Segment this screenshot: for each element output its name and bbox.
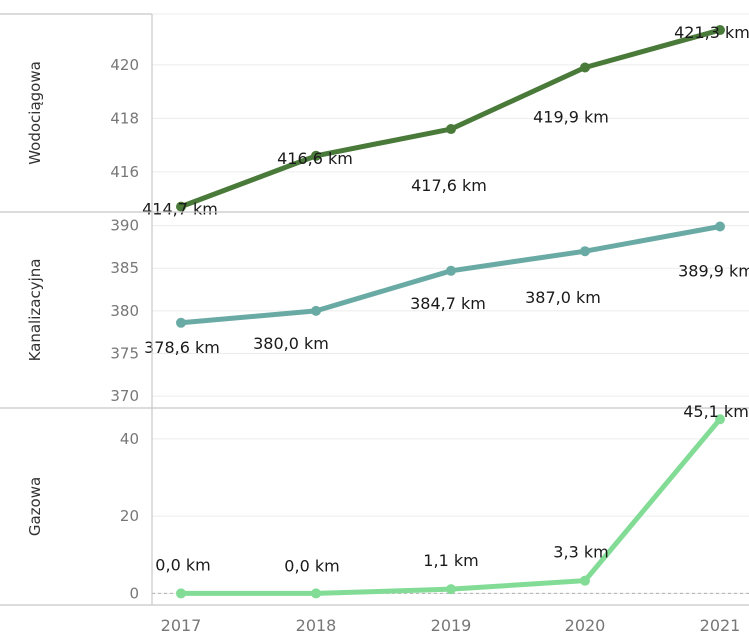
data-label: 45,1 km bbox=[683, 402, 749, 421]
y-tick-label: 380 bbox=[110, 302, 139, 320]
data-point bbox=[715, 25, 725, 36]
x-tick-label: 2017 bbox=[161, 616, 202, 635]
x-tick-label: 2018 bbox=[296, 616, 337, 635]
data-point bbox=[580, 575, 590, 586]
data-label: 417,6 km bbox=[411, 176, 487, 195]
data-label: 421,3 km bbox=[674, 23, 749, 42]
data-label: 1,1 km bbox=[423, 551, 478, 570]
panel-3: 0 20 40 Gazowa 0,0 km 0,0 km 1,1 km 3,3 km 45,1 … bbox=[0, 402, 749, 606]
data-point bbox=[176, 201, 186, 212]
data-point bbox=[311, 150, 321, 161]
data-label: 380,0 km bbox=[253, 334, 329, 353]
y-tick-label: 20 bbox=[120, 507, 139, 525]
data-label: 414,7 km bbox=[142, 200, 218, 219]
y-tick-label: 416 bbox=[110, 163, 139, 181]
panel-label: Wodociągowa bbox=[26, 61, 44, 165]
x-tick-label: 2020 bbox=[565, 616, 606, 635]
data-point bbox=[446, 265, 456, 276]
x-tick-label: 2019 bbox=[431, 616, 472, 635]
data-label: 387,0 km bbox=[525, 288, 601, 307]
data-label: 3,3 km bbox=[553, 543, 608, 562]
panel-label: Kanalizacyjna bbox=[26, 259, 44, 362]
data-label: 389,9 km bbox=[678, 261, 749, 280]
data-label: 0,0 km bbox=[155, 555, 210, 574]
panel-2: 370 375 380 385 390 Kanalizacyjna 378,6 km 380,… bbox=[0, 217, 749, 409]
data-label: 419,9 km bbox=[533, 108, 609, 127]
data-label: 0,0 km bbox=[284, 556, 339, 575]
data-point bbox=[715, 414, 725, 425]
y-tick-label: 40 bbox=[120, 430, 139, 448]
data-point bbox=[311, 588, 321, 599]
data-point bbox=[715, 221, 725, 232]
data-point bbox=[446, 124, 456, 135]
data-label: 378,6 km bbox=[144, 338, 220, 357]
x-tick-label: 2021 bbox=[700, 616, 741, 635]
data-point bbox=[580, 62, 590, 73]
data-point bbox=[580, 246, 590, 257]
data-point bbox=[311, 305, 321, 316]
y-tick-label: 375 bbox=[110, 344, 139, 362]
y-tick-label: 418 bbox=[110, 109, 139, 127]
y-tick-label: 370 bbox=[110, 387, 139, 405]
data-point bbox=[176, 588, 186, 599]
y-tick-label: 420 bbox=[110, 56, 139, 74]
data-label: 384,7 km bbox=[410, 294, 486, 313]
data-point bbox=[446, 584, 456, 595]
data-point bbox=[176, 317, 186, 328]
panel-label: Gazowa bbox=[26, 477, 44, 536]
y-tick-label: 390 bbox=[110, 217, 139, 235]
data-label: 416,6 km bbox=[277, 149, 353, 168]
y-tick-label: 385 bbox=[110, 259, 139, 277]
panel-1: 416 418 420 Wodociągowa 414,7 km 416,6 km 417,… bbox=[0, 23, 749, 219]
y-tick-label: 0 bbox=[129, 584, 139, 602]
